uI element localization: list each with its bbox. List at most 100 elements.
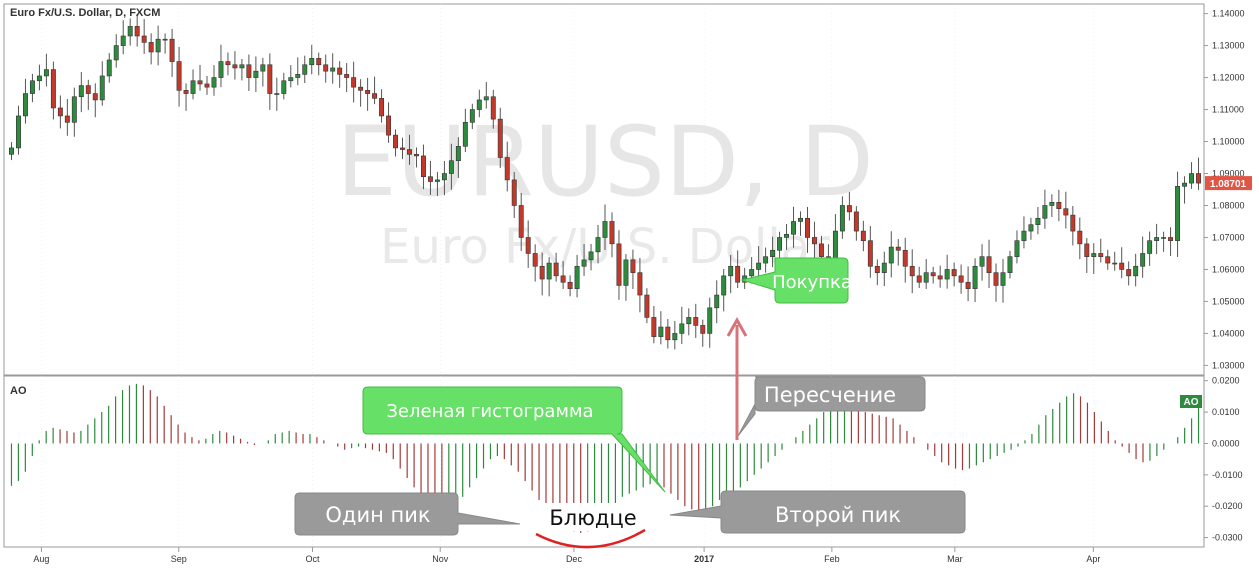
candle-body	[693, 317, 699, 326]
candle-body	[483, 96, 489, 101]
candle-body	[1140, 253, 1146, 267]
candle-body	[902, 249, 908, 267]
candle-body	[630, 259, 636, 273]
candle-body	[553, 262, 559, 277]
candle-body	[337, 67, 343, 75]
candle-body	[511, 179, 517, 206]
candle-body	[1049, 201, 1055, 206]
candle-body	[106, 59, 112, 77]
candle-body	[1028, 224, 1034, 232]
price-pane	[3, 3, 1205, 376]
candle-body	[812, 237, 817, 245]
candle-body	[148, 42, 154, 53]
candle-body	[574, 265, 580, 289]
candle-body	[1000, 272, 1006, 286]
candle-body	[176, 61, 182, 91]
candle-body	[1126, 269, 1132, 277]
candle-body	[895, 246, 901, 251]
candle-body	[777, 237, 783, 251]
candle-body	[218, 61, 224, 78]
price-tick-label: 1.05000	[1212, 296, 1245, 306]
candle-body	[909, 265, 915, 277]
candle-body	[818, 243, 824, 257]
candle-body	[1014, 240, 1020, 257]
candle-body	[707, 307, 713, 334]
svg-text:Один пик: Один пик	[325, 503, 430, 527]
price-tick-label: 1.14000	[1212, 9, 1245, 19]
candle-body	[9, 147, 14, 155]
candle-body	[414, 154, 419, 157]
price-tick-label: 1.13000	[1212, 41, 1245, 51]
candle-body	[721, 275, 727, 296]
candle-body	[546, 262, 552, 280]
ao-histogram-layer	[10, 383, 1200, 533]
candle-body	[651, 317, 657, 337]
candle-body	[295, 74, 301, 78]
candle-body	[930, 272, 936, 277]
candle-body	[1161, 237, 1167, 239]
time-tick-label: Nov	[432, 554, 449, 564]
one-peak-callout: Один пик	[294, 492, 521, 536]
candle-body	[386, 115, 392, 136]
price-tick-label: 1.06000	[1212, 264, 1245, 274]
ao-tick-label: 0.0100	[1212, 407, 1240, 417]
svg-text:Зеленая гистограмма: Зеленая гистограмма	[386, 401, 593, 422]
candle-body	[1175, 186, 1181, 241]
candle-body	[302, 64, 308, 75]
candle-body	[937, 275, 943, 280]
ao-tick-label: 0.0000	[1212, 438, 1240, 448]
candle-body	[253, 70, 259, 78]
time-tick-label: Feb	[824, 554, 840, 564]
candle-body	[22, 93, 28, 117]
candle-body	[120, 35, 126, 46]
ao-pane-title: AO	[10, 385, 27, 397]
candle-body	[476, 99, 482, 110]
candle-body	[609, 221, 615, 245]
candle-body	[497, 118, 503, 158]
time-tick-label: Aug	[33, 554, 49, 564]
candle-body	[1007, 256, 1013, 273]
candle-body	[288, 77, 294, 82]
candle-body	[71, 96, 77, 123]
candle-body	[267, 64, 273, 94]
candle-body	[490, 96, 496, 120]
candle-body	[351, 77, 357, 88]
buy-signal-arrow	[726, 316, 748, 440]
buy-callout: Покупка	[740, 257, 852, 304]
candle-body	[372, 93, 378, 99]
price-tick-label: 1.08000	[1212, 200, 1245, 210]
candle-body	[853, 211, 859, 232]
price-tick-label: 1.12000	[1212, 73, 1245, 83]
candle-body	[756, 262, 762, 270]
ao-value-badge: AO	[1180, 395, 1202, 408]
candle-body	[735, 265, 741, 283]
candle-body	[881, 262, 887, 273]
price-tick-label: 1.11000	[1212, 105, 1244, 115]
candle-body	[1182, 182, 1188, 187]
candle-body	[358, 86, 364, 91]
candle-body	[43, 69, 49, 77]
candle-body	[281, 80, 287, 94]
candle-body	[323, 64, 329, 72]
candle-body	[197, 80, 203, 85]
candle-body	[798, 217, 803, 222]
candle-body	[316, 58, 322, 66]
time-tick-label: Mar	[947, 554, 963, 564]
candle-body	[560, 275, 566, 283]
candle-body	[944, 269, 950, 280]
time-axis-ticks: Aug Sep Oct Nov Dec 2017 Feb Mar Apr	[33, 547, 1100, 564]
candle-body	[365, 90, 371, 94]
candle-body	[1063, 208, 1069, 216]
candle-body	[1077, 230, 1083, 245]
saucer-label: Блюдце	[549, 506, 636, 530]
candle-body	[1098, 253, 1104, 257]
candle-body	[965, 281, 971, 289]
time-tick-label: Apr	[1086, 554, 1100, 564]
candle-body	[155, 38, 161, 53]
candle-body	[183, 90, 189, 94]
candle-body	[714, 294, 720, 309]
price-axis-ticks: 1.14000 1.13000 1.12000 1.11000 1.10000 1.090…	[1204, 9, 1245, 370]
time-tick-label: Oct	[305, 554, 320, 564]
candle-body	[434, 179, 440, 182]
ao-tick-label: 0.0200	[1212, 376, 1240, 386]
